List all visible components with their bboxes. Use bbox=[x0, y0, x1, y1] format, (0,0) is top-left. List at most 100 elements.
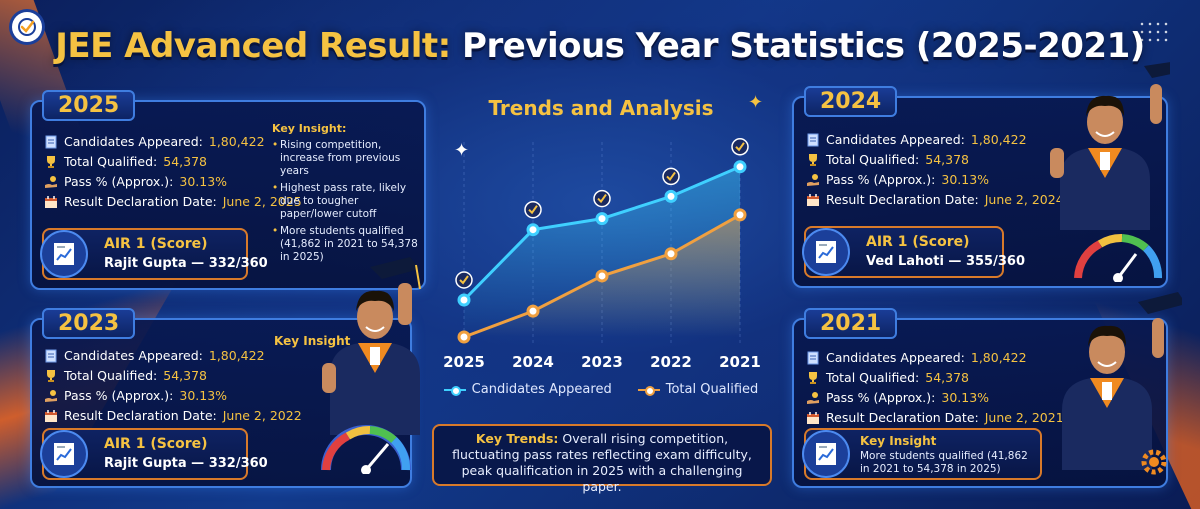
chart-plot: 2025 2024 2023 2022 2021 bbox=[443, 138, 761, 371]
x-tick-label: 2025 bbox=[443, 353, 485, 371]
stat-value: 1,80,422 bbox=[970, 350, 1027, 365]
hand-coins-icon bbox=[44, 175, 58, 189]
x-tick-label: 2022 bbox=[650, 353, 692, 371]
data-point bbox=[733, 160, 747, 174]
key-insight-box: Key Insight: Rising competition, increas… bbox=[272, 122, 422, 264]
data-point bbox=[664, 189, 678, 203]
x-tick-label: 2023 bbox=[581, 353, 623, 371]
stat-value: 1,80,422 bbox=[970, 132, 1027, 147]
stat-pass: Pass % (Approx.): 30.13% bbox=[806, 170, 1064, 190]
data-point bbox=[595, 269, 609, 283]
trophy-icon bbox=[806, 371, 820, 385]
data-point bbox=[733, 208, 747, 222]
stat-value: June 2, 2024 bbox=[984, 192, 1064, 207]
stat-pass: Pass % (Approx.): 30.13% bbox=[44, 172, 302, 192]
stat-value: June 2, 2022 bbox=[222, 408, 302, 423]
stat-label: Pass % (Approx.): bbox=[826, 390, 936, 405]
legend-item-qualified: Total Qualified bbox=[637, 382, 758, 397]
legend-swatch bbox=[637, 385, 660, 396]
stat-label: Result Declaration Date: bbox=[826, 192, 979, 207]
stats-list: Candidates Appeared: 1,80,422 Total Qual… bbox=[44, 132, 302, 212]
hand-coins-icon bbox=[806, 173, 820, 187]
data-point bbox=[457, 293, 471, 307]
year-card-2025: 2025 Candidates Appeared: 1,80,422 Total… bbox=[30, 90, 426, 290]
insight-title: Key Insight bbox=[274, 334, 351, 348]
air1-value: Ved Lahoti — 355/360 bbox=[866, 254, 1025, 269]
air1-box: AIR 1 (Score) Rajit Gupta — 332/360 bbox=[40, 428, 268, 480]
legend-label: Candidates Appeared bbox=[471, 382, 612, 397]
data-point bbox=[595, 212, 609, 226]
document-icon bbox=[806, 133, 820, 147]
stat-candidates: Candidates Appeared: 1,80,422 bbox=[806, 130, 1064, 150]
insight-title: Key Insight bbox=[860, 434, 937, 448]
stat-label: Total Qualified: bbox=[64, 368, 158, 383]
sparkle-icon: ✦ bbox=[454, 140, 470, 161]
graduate-illustration bbox=[1050, 62, 1170, 230]
check-mark bbox=[597, 194, 607, 204]
hand-coins-icon bbox=[44, 389, 58, 403]
stat-qualified: Total Qualified: 54,378 bbox=[44, 366, 302, 386]
chart-report-icon bbox=[40, 430, 88, 478]
air1-box: AIR 1 (Score) Rajit Gupta — 332/360 bbox=[40, 228, 268, 280]
stat-label: Candidates Appeared: bbox=[64, 134, 203, 149]
chart-report-icon bbox=[802, 430, 850, 478]
air1-box: AIR 1 (Score) Ved Lahoti — 355/360 bbox=[802, 226, 1025, 278]
stats-list: Candidates Appeared: 1,80,422 Total Qual… bbox=[44, 346, 302, 426]
trophy-icon bbox=[44, 155, 58, 169]
stat-candidates: Candidates Appeared: 1,80,422 bbox=[44, 346, 302, 366]
chart-report-icon bbox=[802, 228, 850, 276]
stat-result-date: Result Declaration Date: June 2, 2021 bbox=[806, 408, 1064, 428]
stat-label: Candidates Appeared: bbox=[64, 348, 203, 363]
sparkle-icon: ✦ bbox=[748, 92, 764, 113]
trophy-icon bbox=[806, 153, 820, 167]
calendar-icon bbox=[44, 195, 58, 209]
insight-item: More students qualified (41,862 in 2021 … bbox=[272, 225, 422, 264]
trophy-icon bbox=[44, 369, 58, 383]
check-mark bbox=[459, 275, 469, 285]
stat-result-date: Result Declaration Date: June 2, 2024 bbox=[806, 190, 1064, 210]
stat-qualified: Total Qualified: 54,378 bbox=[806, 368, 1064, 388]
air1-title: AIR 1 (Score) bbox=[104, 436, 208, 452]
stat-value: 1,80,422 bbox=[208, 348, 265, 363]
legend-item-candidates: Candidates Appeared bbox=[443, 382, 612, 397]
title-rest: Previous Year Statistics (2025-2021) bbox=[462, 26, 1145, 66]
check-mark bbox=[735, 142, 745, 152]
year-label: 2025 bbox=[42, 90, 136, 121]
stat-result-date: Result Declaration Date: June 2, 2025 bbox=[44, 192, 302, 212]
calendar-icon bbox=[44, 409, 58, 423]
stat-value: 30.13% bbox=[179, 174, 228, 189]
x-tick-label: 2024 bbox=[512, 353, 554, 371]
calendar-icon bbox=[806, 411, 820, 425]
gauge-icon bbox=[1074, 234, 1162, 282]
decor-dots bbox=[1138, 20, 1170, 42]
stat-label: Total Qualified: bbox=[826, 152, 920, 167]
stat-label: Result Declaration Date: bbox=[826, 410, 979, 425]
stat-label: Total Qualified: bbox=[64, 154, 158, 169]
year-label: 2023 bbox=[42, 308, 136, 339]
year-card-2023: 2023 Candidates Appeared: 1,80,422 Total… bbox=[30, 308, 412, 488]
stat-label: Pass % (Approx.): bbox=[64, 388, 174, 403]
stat-value: 30.13% bbox=[941, 172, 990, 187]
hand-coins-icon bbox=[806, 391, 820, 405]
stats-list: Candidates Appeared: 1,80,422 Total Qual… bbox=[806, 130, 1064, 210]
stat-qualified: Total Qualified: 54,378 bbox=[44, 152, 302, 172]
stat-value: 54,378 bbox=[925, 152, 969, 167]
gear-icon bbox=[1141, 449, 1167, 475]
air1-title: AIR 1 (Score) bbox=[104, 236, 208, 252]
document-icon bbox=[806, 351, 820, 365]
data-point bbox=[664, 247, 678, 261]
trend-chart: Trends and Analysis 2025 2024 2023 2022 2021… bbox=[428, 92, 774, 414]
gauge-icon bbox=[321, 425, 411, 474]
stat-candidates: Candidates Appeared: 1,80,422 bbox=[44, 132, 302, 152]
stat-pass: Pass % (Approx.): 30.13% bbox=[44, 386, 302, 406]
insight-item: Rising competition, increase from previo… bbox=[272, 139, 422, 178]
stat-label: Result Declaration Date: bbox=[64, 194, 217, 209]
stat-value: 54,378 bbox=[163, 368, 207, 383]
insight-list: Rising competition, increase from previo… bbox=[272, 139, 422, 264]
stat-pass: Pass % (Approx.): 30.13% bbox=[806, 388, 1064, 408]
stat-value: June 2, 2021 bbox=[984, 410, 1064, 425]
check-mark bbox=[528, 205, 538, 215]
stat-label: Pass % (Approx.): bbox=[826, 172, 936, 187]
stats-list: Candidates Appeared: 1,80,422 Total Qual… bbox=[806, 348, 1064, 428]
key-insight-box: Key Insight More students qualified (41,… bbox=[802, 428, 1042, 480]
